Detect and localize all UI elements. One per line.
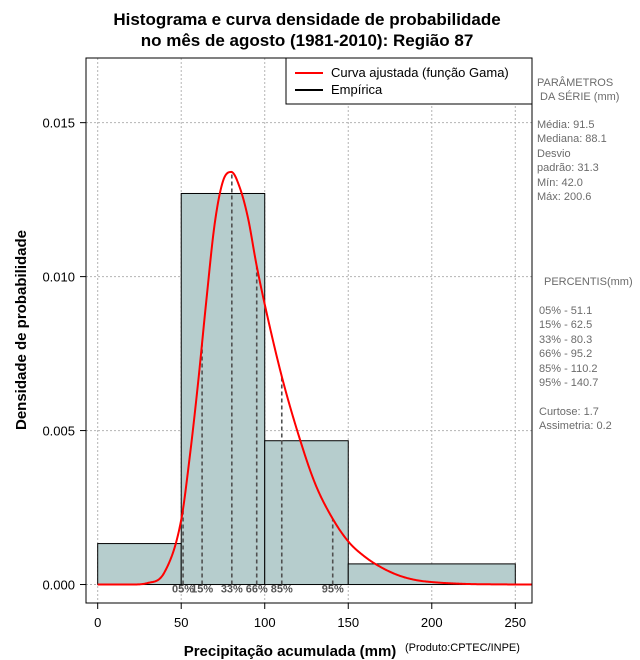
- percentil-33: 33% - 80.3: [539, 334, 592, 346]
- y-axis-ticks: 0.000 0.005 0.010 0.015: [42, 116, 86, 593]
- side-panel: PARÂMETROS DA SÉRIE (mm) Média: 91.5 Med…: [537, 76, 633, 432]
- x-tick-label-0: 0: [94, 615, 101, 630]
- percentile-label-3: 66%: [246, 584, 268, 596]
- assimetria: Assimetria: 0.2: [539, 420, 612, 432]
- x-tick-label-2: 100: [254, 615, 276, 630]
- param-mediana: Mediana: 88.1: [537, 133, 607, 145]
- y-tick-label-1: 0.005: [42, 424, 75, 439]
- chart-title-line-1: Histograma e curva densidade de probabil…: [113, 10, 500, 29]
- x-tick-label-1: 50: [174, 615, 188, 630]
- x-axis-ticks: 0 50 100 150 200 250: [94, 603, 526, 630]
- chart-title-line-2: no mês de agosto (1981-2010): Região 87: [141, 31, 474, 50]
- x-axis-label: Precipitação acumulada (mm): [184, 643, 397, 660]
- percentile-label-2: 33%: [221, 584, 243, 596]
- gamma-curve: [97, 170, 533, 586]
- x-tick-label-3: 150: [337, 615, 359, 630]
- param-media: Média: 91.5: [537, 119, 594, 131]
- param-padrao: padrão: 31.3: [537, 162, 599, 174]
- x-tick-label-5: 250: [504, 615, 526, 630]
- y-tick-label-0: 0.000: [42, 578, 75, 593]
- histogram-bar-3: [347, 563, 516, 586]
- percentil-05: 05% - 51.1: [539, 305, 592, 317]
- histogram-bar-2: [264, 440, 349, 586]
- y-tick-label-3: 0.015: [42, 116, 75, 131]
- percentil-95: 95% - 140.7: [539, 377, 598, 389]
- param-desvio: Desvio: [537, 148, 571, 160]
- percentile-label-0: 05%: [172, 584, 194, 596]
- percentis-title: PERCENTIS(mm): [544, 276, 633, 288]
- histogram-bars: [97, 192, 516, 586]
- y-tick-label-2: 0.010: [42, 270, 75, 285]
- percentil-66: 66% - 95.2: [539, 348, 592, 360]
- percentil-85: 85% - 110.2: [539, 363, 598, 375]
- param-max: Máx: 200.6: [537, 191, 591, 203]
- legend-box: [285, 57, 533, 105]
- percentile-label-5: 95%: [322, 584, 344, 596]
- percentile-label-4: 85%: [271, 584, 293, 596]
- percentile-label-1: 15%: [191, 584, 213, 596]
- param-min: Mín: 42.0: [537, 177, 583, 189]
- parametros-title-2: DA SÉRIE (mm): [540, 90, 619, 103]
- x-tick-label-4: 200: [421, 615, 443, 630]
- percentile-lines: 05%15% 33% 66% 85% 95%: [172, 172, 344, 596]
- histogram-bar-0: [97, 543, 182, 586]
- legend: Curva ajustada (função Gama) Empírica: [285, 57, 533, 105]
- curtose: Curtose: 1.7: [539, 406, 599, 418]
- histogram-bar-1: [180, 192, 266, 586]
- legend-label-gamma: Curva ajustada (função Gama): [331, 65, 509, 80]
- product-credit: (Produto:CPTEC/INPE): [405, 642, 520, 654]
- y-axis-label: Densidade de probabilidade: [13, 230, 30, 430]
- percentil-15: 15% - 62.5: [539, 319, 592, 331]
- legend-label-empirica: Empírica: [331, 82, 383, 97]
- parametros-title-1: PARÂMETROS: [537, 76, 613, 89]
